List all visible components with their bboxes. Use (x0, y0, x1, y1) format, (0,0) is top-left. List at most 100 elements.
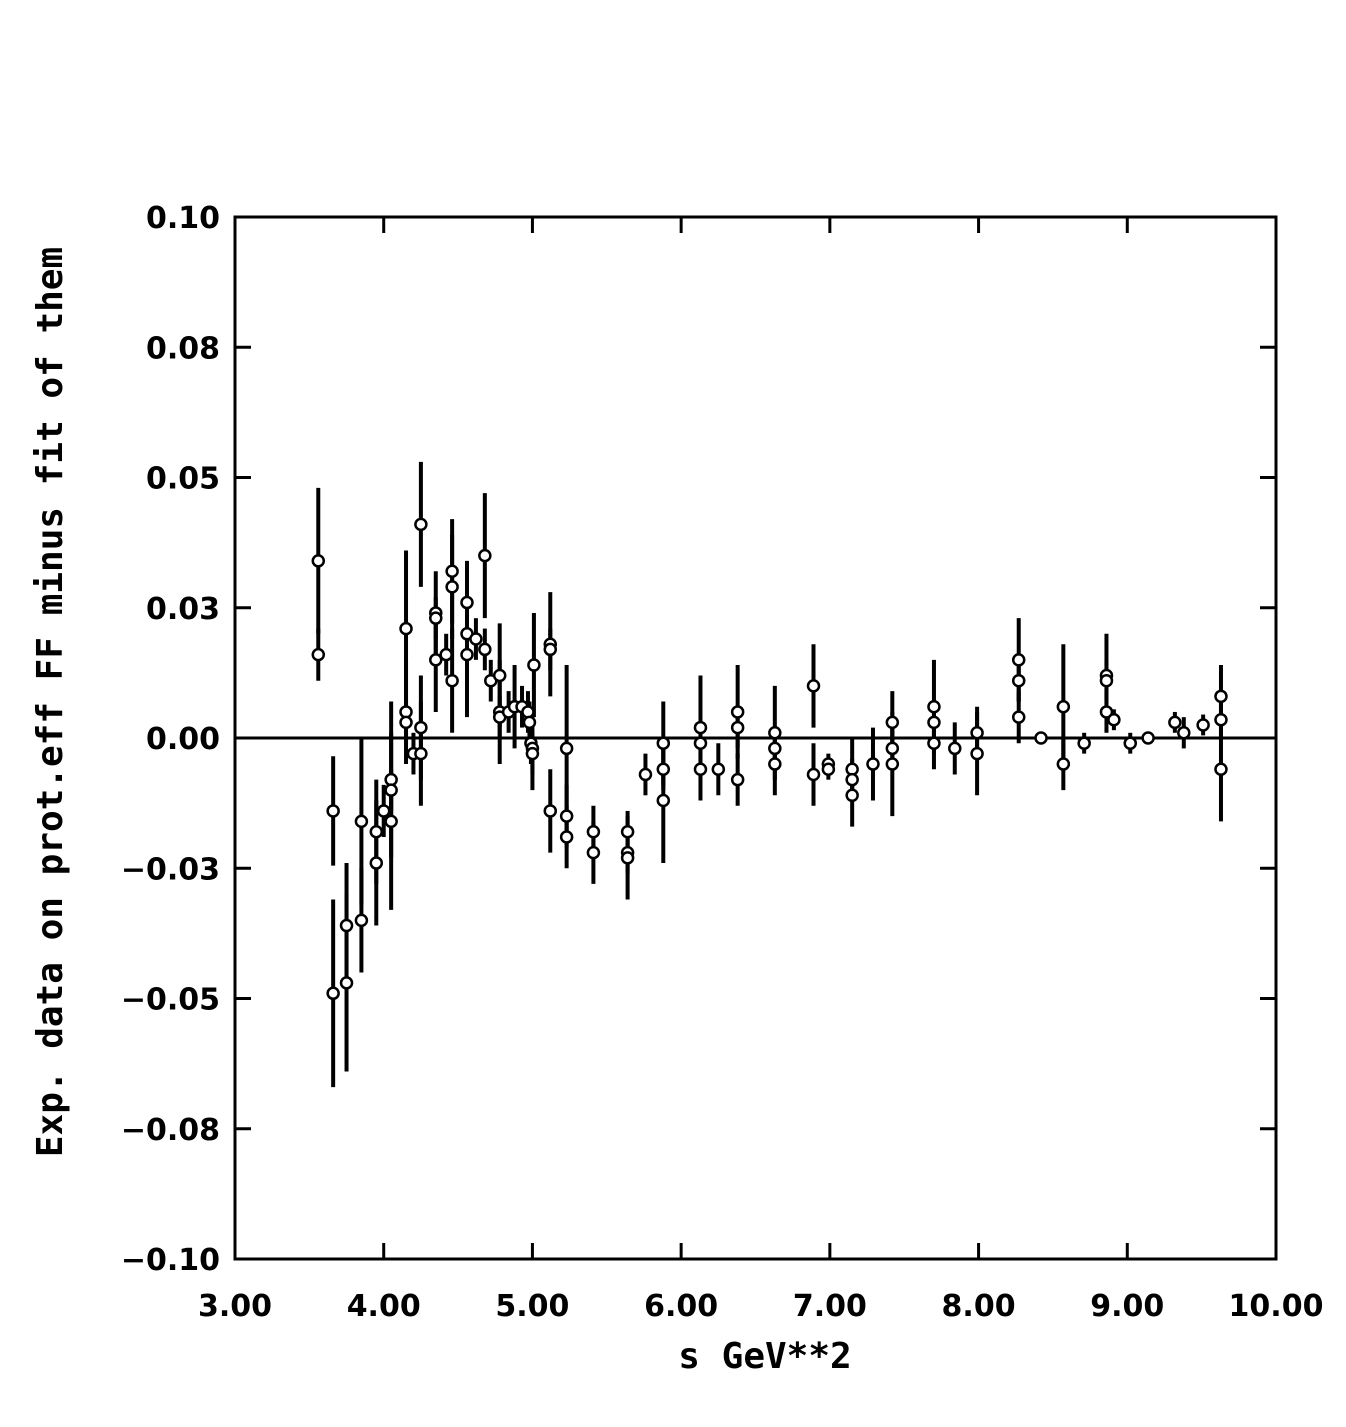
data-point (354, 814, 369, 829)
data-point (1196, 718, 1210, 732)
data-point (369, 825, 384, 839)
data-point (730, 772, 745, 787)
data-point (1077, 736, 1091, 750)
data-point (339, 918, 354, 933)
data-point (1168, 715, 1182, 730)
x-tick-label: 8.00 (942, 1289, 1016, 1324)
data-point (1034, 731, 1048, 745)
y-tick-label: −0.05 (121, 983, 220, 1018)
x-tick-label: 9.00 (1090, 1289, 1164, 1324)
data-point (586, 845, 601, 860)
data-point (384, 814, 398, 829)
data-point (478, 548, 492, 563)
data-point (1214, 689, 1228, 704)
data-point (768, 741, 782, 756)
data-point (445, 673, 459, 688)
data-point (885, 715, 900, 730)
data-point (693, 762, 708, 777)
data-point (439, 647, 453, 662)
data-point (326, 804, 340, 818)
data-point (885, 757, 900, 771)
y-axis-label: Exp. data on prot.eff FF minus fit of th… (30, 247, 71, 1157)
y-tick-label: −0.10 (121, 1243, 220, 1278)
data-point (1056, 757, 1071, 771)
data-point (478, 642, 492, 657)
data-point (866, 757, 880, 771)
data-point (559, 830, 574, 844)
data-point (414, 746, 428, 761)
data-point (543, 804, 558, 818)
x-tick-label: 7.00 (793, 1289, 867, 1324)
data-point (311, 554, 326, 568)
data-point (399, 715, 413, 730)
data-point (445, 580, 459, 594)
data-point (970, 726, 984, 740)
y-tick-label: 0.08 (146, 331, 220, 366)
data-point (1099, 705, 1114, 719)
data-point (948, 741, 962, 756)
data-point (429, 653, 443, 667)
data-point (821, 762, 836, 777)
y-tick-label: 0.10 (146, 201, 220, 236)
data-point (1056, 699, 1071, 714)
data-point (1214, 762, 1228, 777)
data-point (429, 611, 443, 625)
data-point (384, 783, 398, 797)
data-point (369, 856, 384, 870)
data-point (469, 632, 483, 646)
data-point (1011, 710, 1026, 724)
data-point (656, 793, 671, 808)
data-point (620, 825, 635, 839)
data-point (543, 642, 558, 657)
data-point (711, 762, 726, 777)
x-tick-label: 6.00 (644, 1289, 718, 1324)
data-point (492, 668, 507, 683)
data-point (806, 767, 821, 782)
data-point (1107, 713, 1121, 727)
data-point (527, 658, 541, 672)
y-tick-label: −0.03 (121, 852, 220, 887)
x-axis-label: s GeV**2 (678, 1336, 851, 1377)
data-point (460, 647, 474, 662)
data-point (927, 736, 941, 750)
data-point (522, 715, 537, 730)
data-point (1011, 653, 1026, 667)
data-point (339, 976, 354, 990)
x-tick-label: 10.00 (1229, 1289, 1324, 1324)
data-point (1177, 726, 1191, 740)
data-point (730, 705, 745, 719)
y-tick-label: 0.00 (146, 722, 220, 757)
data-point (768, 726, 782, 740)
data-point (1123, 736, 1138, 750)
y-tick-label: −0.08 (121, 1113, 220, 1148)
data-point (845, 772, 859, 787)
data-point (1214, 713, 1228, 727)
data-point (693, 720, 708, 735)
x-tick-label: 5.00 (495, 1289, 569, 1324)
data-point (927, 699, 941, 714)
data-point (970, 746, 984, 761)
data-point (1011, 673, 1026, 688)
data-point (354, 913, 369, 928)
data-point (559, 741, 574, 756)
data-point (927, 715, 941, 730)
data-point (399, 621, 413, 636)
data-point (885, 741, 900, 756)
data-point (693, 736, 708, 750)
data-point (1099, 673, 1114, 688)
data-point (525, 746, 540, 761)
data-point (1141, 731, 1155, 745)
data-point (768, 757, 782, 771)
data-point (559, 809, 574, 823)
x-tick-label: 3.00 (198, 1289, 272, 1324)
data-point (460, 595, 474, 610)
data-point (586, 825, 601, 839)
data-point (311, 647, 326, 662)
data-point (806, 679, 821, 693)
data-point (376, 804, 391, 818)
data-point (845, 788, 859, 803)
y-tick-label: 0.05 (146, 462, 220, 497)
data-point (730, 720, 745, 735)
y-tick-label: 0.03 (146, 592, 220, 627)
